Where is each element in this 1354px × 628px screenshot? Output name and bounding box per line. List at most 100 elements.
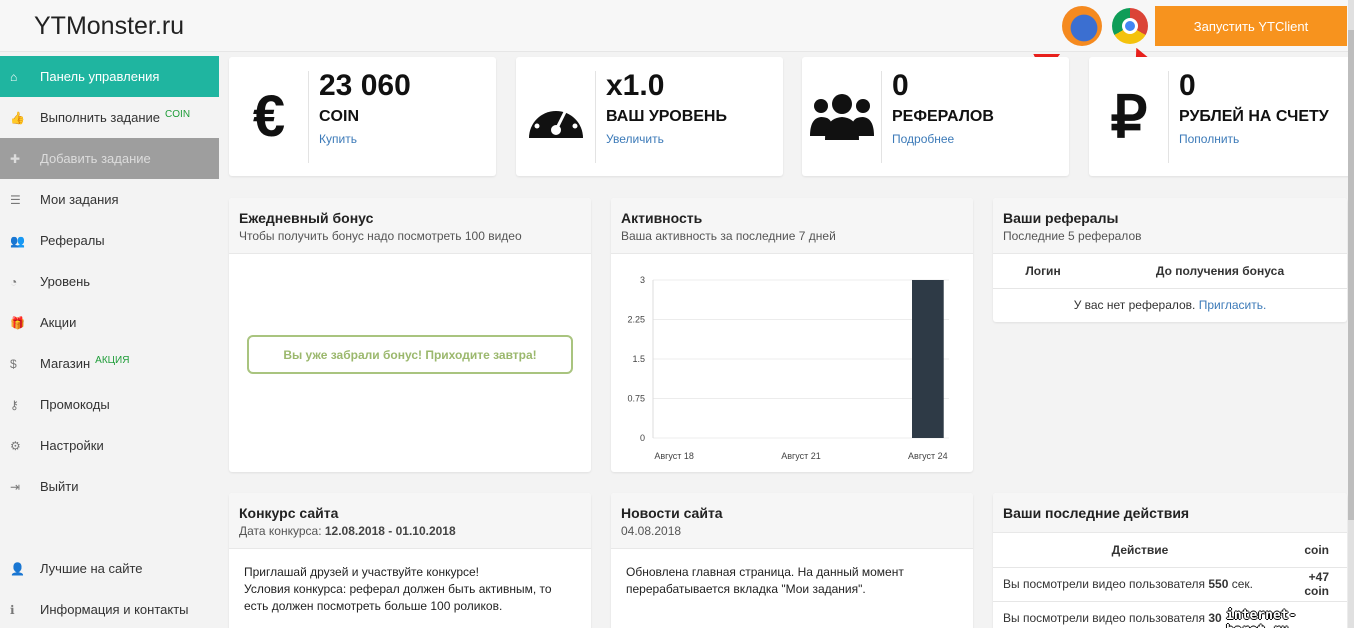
launch-ytclient-button[interactable]: Запустить YTClient [1155, 6, 1347, 46]
referrals-label: РЕФЕРАЛОВ [892, 108, 994, 125]
panel-title: Новости сайта [621, 505, 723, 521]
sidebar-item-label: Рефералы [40, 233, 105, 248]
column-bonus: До получения бонуса [1093, 254, 1347, 289]
coin-label: COIN [319, 108, 359, 125]
sidebar-item-add-task[interactable]: ✚ Добавить задание [0, 138, 219, 179]
stat-card-referrals: 0 РЕФЕРАЛОВ Подробнее [802, 57, 1069, 176]
divider [881, 71, 882, 163]
sidebar-item-top-users[interactable]: 👤 Лучшие на сайте [0, 548, 219, 589]
scrollbar[interactable] [1348, 0, 1354, 628]
column-coin: coin [1287, 533, 1347, 568]
x-tick-label: Август 21 [781, 451, 821, 461]
contest-body: Приглашай друзей и участвуйте конкурсе! … [229, 549, 591, 628]
coin-badge: COIN [165, 109, 191, 120]
divider [308, 71, 309, 163]
x-tick-label: Август 24 [908, 451, 948, 461]
activity-chart: 0 0.75 1.5 2.25 3 Август 18 Август 21 Август 24 [627, 275, 949, 461]
sidebar-item-referrals[interactable]: 👥 Рефералы [0, 220, 219, 261]
y-tick-label: 0 [640, 433, 645, 443]
panel-subtitle: Чтобы получить бонус надо посмотреть 100… [239, 229, 522, 243]
table-row: Вы посмотрели видео пользователя 550 сек… [993, 567, 1347, 602]
action-coin: +47 coin [1287, 567, 1347, 602]
sidebar-item-promocodes[interactable]: ⚷ Промокоды [0, 384, 219, 425]
sidebar-item-label: Информация и контакты [40, 602, 189, 617]
news-date: 04.08.2018 [621, 524, 682, 538]
sidebar-item-do-task[interactable]: 👍 Выполнить задание COIN [0, 97, 219, 138]
user-icon: 👤 [10, 561, 25, 576]
level-label: ВАШ УРОВЕНЬ [606, 108, 727, 125]
dashboard-icon: ◔ [10, 274, 18, 289]
column-login: Логин [993, 254, 1093, 289]
table-row: Вы посмотрели видео пользователя 30 [993, 601, 1347, 628]
sidebar-item-my-tasks[interactable]: ☰ Мои задания [0, 179, 219, 220]
divider [595, 71, 596, 163]
panel-subtitle: Дата конкурса: 12.08.2018 - 01.10.2018 [239, 524, 581, 538]
sidebar-item-dashboard[interactable]: ⌂ Панель управления [0, 56, 219, 97]
panel-title: Ежедневный бонус [239, 210, 374, 226]
key-icon: ⚷ [10, 397, 19, 412]
panel-header: Конкурс сайта Дата конкурса: 12.08.2018 … [229, 493, 591, 549]
invite-link[interactable]: Пригласить. [1198, 298, 1267, 313]
rubles-value: 0 [1179, 69, 1196, 102]
euro-icon: € [252, 84, 286, 149]
news-body: Обновлена главная страница. На данный мо… [626, 565, 904, 596]
increase-link[interactable]: Увеличить [606, 132, 664, 146]
daily-bonus-button[interactable]: Вы уже забрали бонус! Приходите завтра! [247, 335, 573, 374]
ruble-icon: ₽ [1110, 84, 1148, 150]
details-link[interactable]: Подробнее [892, 132, 955, 146]
contest-line-2: Условия конкурса: реферал должен быть ак… [244, 582, 552, 613]
empty-text: У вас нет рефералов. [1073, 298, 1196, 313]
sidebar-item-level[interactable]: ◔ Уровень [0, 261, 219, 302]
contest-date-label: Дата конкурса: [239, 524, 322, 538]
sidebar-item-label: Добавить задание [40, 151, 151, 166]
panel-header: Ваши рефералы Последние 5 рефералов [993, 198, 1347, 254]
sidebar-item-label: Промокоды [40, 397, 110, 412]
panel-header: Активность Ваша активность за последние … [611, 198, 973, 254]
referrals-panel: Ваши рефералы Последние 5 рефералов Логи… [993, 198, 1347, 322]
recent-actions-panel: Ваши последние действия Действие coin Вы… [993, 493, 1347, 628]
brand-logo[interactable]: YTMonster.ru [34, 12, 185, 40]
panel-title: Конкурс сайта [239, 505, 339, 521]
users-group-icon [802, 57, 882, 176]
sidebar-item-label: Панель управления [40, 69, 160, 84]
empty-row: У вас нет рефералов. Пригласить. [993, 288, 1347, 322]
action-coin [1287, 601, 1347, 628]
top-bar: YTMonster.ru Запустить YTClient [0, 0, 1354, 52]
level-value: x1.0 [606, 69, 665, 102]
stat-card-coin: € 23 060 COIN Купить [229, 57, 496, 176]
referrals-table: Логин До получения бонуса У вас нет рефе… [993, 254, 1347, 322]
logout-icon: ⇥ [10, 479, 21, 494]
news-panel: Новости сайта 04.08.2018 Обновлена главн… [611, 493, 973, 628]
sidebar-item-label: Магазин [40, 356, 91, 371]
y-tick-label: 1.5 [632, 354, 645, 364]
referrals-value: 0 [892, 69, 909, 102]
y-tick-label: 0.75 [627, 394, 645, 404]
info-icon: ℹ [10, 602, 15, 617]
list-icon: ☰ [10, 192, 21, 207]
watermark: internet-baret.ru [1226, 608, 1297, 628]
sidebar-item-settings[interactable]: ⚙ Настройки [0, 425, 219, 466]
sidebar-item-shop[interactable]: $ Магазин АКЦИЯ [0, 343, 219, 384]
action-text: Вы посмотрели видео пользователя 30 [993, 601, 1287, 628]
dollar-icon: $ [10, 356, 17, 371]
topup-link[interactable]: Пополнить [1179, 132, 1240, 146]
panel-header: Ежедневный бонус Чтобы получить бонус на… [229, 198, 591, 254]
y-tick-label: 2.25 [627, 315, 645, 325]
sidebar-item-label: Выполнить задание [40, 110, 161, 125]
sidebar-item-info[interactable]: ℹ Информация и контакты [0, 589, 219, 628]
actions-table: Действие coin Вы посмотрели видео пользо… [993, 533, 1347, 628]
buy-link[interactable]: Купить [319, 132, 357, 146]
action-text: Вы посмотрели видео пользователя 550 сек… [993, 567, 1287, 602]
chrome-icon[interactable] [1112, 8, 1148, 44]
sale-badge: АКЦИЯ [95, 355, 130, 366]
firefox-icon[interactable] [1062, 6, 1102, 46]
sidebar-item-logout[interactable]: ⇥ Выйти [0, 466, 219, 507]
sidebar-item-promotions[interactable]: 🎁 Акции [0, 302, 219, 343]
panel-header: Новости сайта 04.08.2018 [611, 493, 973, 549]
sidebar-item-label: Акции [40, 315, 77, 330]
scrollbar-thumb[interactable] [1348, 30, 1354, 520]
coin-value: 23 060 [319, 69, 411, 102]
y-tick-label: 3 [640, 275, 645, 285]
sidebar-item-label: Настройки [40, 438, 104, 453]
panel-title: Активность [621, 210, 703, 226]
